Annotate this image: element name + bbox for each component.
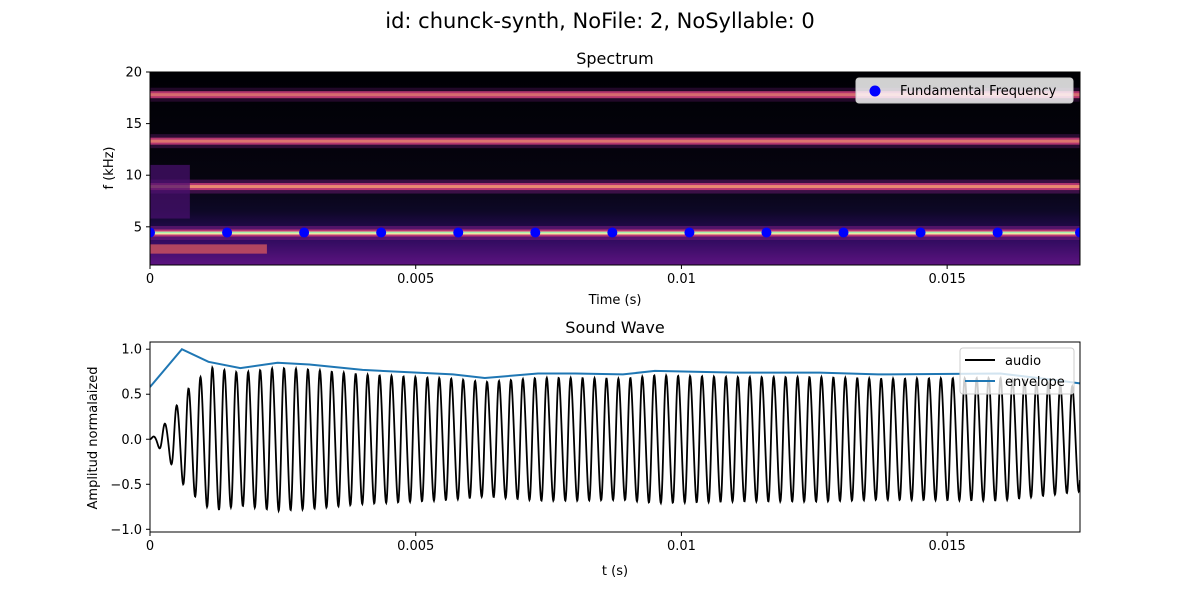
spectrum-xtick-label: 0.005 — [397, 272, 434, 287]
soundwave-xtick-label: 0.01 — [667, 539, 696, 554]
spectrum-xtick-label: 0.01 — [667, 272, 696, 287]
soundwave-ytick-label: 0.5 — [121, 388, 142, 403]
spectrum-xlabel: Time (s) — [588, 293, 642, 308]
soundwave-ytick-label: 0.0 — [121, 433, 142, 448]
spectrum-ytick-label: 15 — [125, 117, 142, 132]
fundamental-frequency-point — [453, 227, 464, 238]
spectrum-ytick-label: 10 — [125, 169, 142, 184]
soundwave-xtick-label: 0.005 — [397, 539, 434, 554]
spectrum-legend-box — [855, 77, 1074, 104]
figure-suptitle: id: chunck-synth, NoFile: 2, NoSyllable:… — [385, 9, 814, 33]
soundwave-legend: audio envelope — [959, 347, 1075, 395]
fundamental-frequency-point — [150, 227, 155, 238]
audio-waveform-line — [150, 365, 1080, 514]
spectrum-frame — [149, 71, 1081, 266]
spectrum-ytick-label: 5 — [134, 220, 142, 235]
soundwave-frame — [149, 341, 1081, 533]
legend-label-audio: audio — [1005, 354, 1041, 369]
fundamental-frequency-point — [684, 227, 695, 238]
soundwave-axes: Sound Wave 0 0.005 0.01 0.015 −1.0 −0.5 0.0 0.5… — [86, 318, 1081, 579]
soundwave-title: Sound Wave — [565, 318, 664, 337]
fundamental-frequency-point — [299, 227, 310, 238]
soundwave-xlabel: t (s) — [602, 564, 628, 579]
fundamental-frequency-point — [222, 227, 233, 238]
harmonic-band-core — [150, 93, 1080, 97]
legend-label-envelope: envelope — [1005, 375, 1065, 390]
fundamental-frequency-point — [992, 227, 1003, 238]
fundamental-frequency-point — [915, 227, 926, 238]
soundwave-ytick-label: −0.5 — [110, 478, 142, 493]
fundamental-frequency-point — [838, 227, 849, 238]
soundwave-ylabel: Amplitud normalaized — [86, 367, 101, 510]
low-frequency-energy — [150, 244, 267, 254]
legend-label-fundamental: Fundamental Frequency — [900, 84, 1057, 99]
spectrum-ytick-label: 20 — [125, 66, 142, 81]
fundamental-frequency-point — [607, 227, 618, 238]
spectrum-ylabel: f (kHz) — [102, 147, 117, 190]
spectrum-xtick-label: 0 — [146, 272, 154, 287]
soundwave-xtick-label: 0 — [146, 539, 154, 554]
soundwave-ytick-label: −1.0 — [110, 523, 142, 538]
fundamental-frequency-point — [1075, 227, 1080, 238]
fundamental-frequency-point — [761, 227, 772, 238]
fundamental-frequency-point — [376, 227, 387, 238]
envelope-line — [150, 347, 1080, 388]
spectrum-axes: Spectrum 0 0.005 0.01 0.015 5 10 15 20 Time (s)… — [102, 49, 1081, 308]
harmonic-band-core — [150, 139, 1080, 143]
spectrum-xtick-label: 0.015 — [929, 272, 966, 287]
harmonic-band-core — [150, 185, 1080, 189]
legend-marker-fundamental — [869, 85, 881, 97]
soundwave-xtick-label: 0.015 — [929, 539, 966, 554]
fundamental-frequency-point — [530, 227, 541, 238]
onset-transient — [150, 164, 190, 219]
spectrum-legend: Fundamental Frequency — [855, 77, 1074, 104]
soundwave-ytick-label: 1.0 — [121, 343, 142, 358]
spectrum-title: Spectrum — [576, 49, 654, 68]
